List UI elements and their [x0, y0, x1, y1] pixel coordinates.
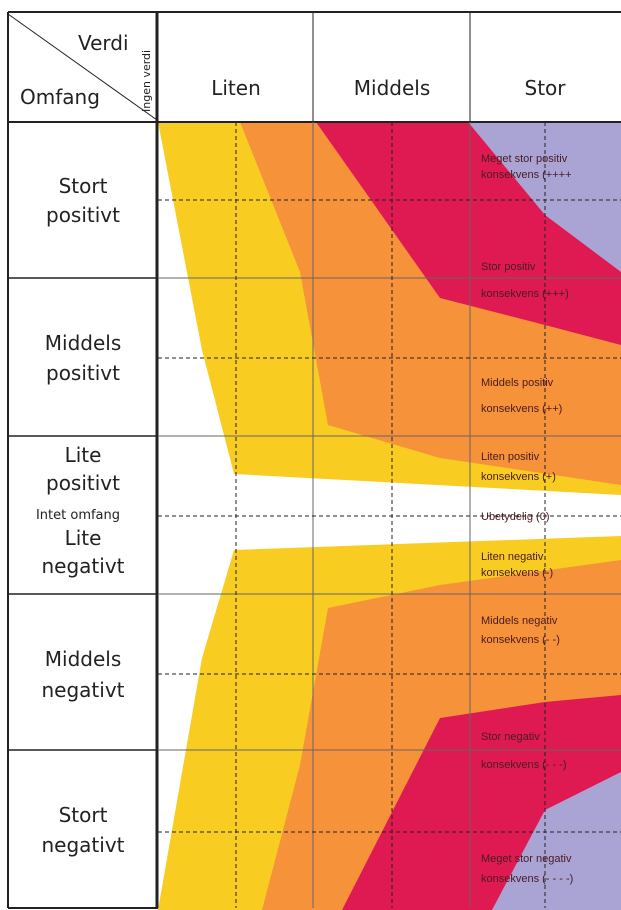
label-meget-stor-negativ-line1: Meget stor negativ [481, 853, 572, 865]
label-meget-stor-positiv-line2: konsekvens (++++ [481, 169, 572, 181]
row-intet-omfang: Intet omfang [36, 508, 120, 523]
row-middels-negativt-line2: negativt [41, 678, 124, 702]
label-liten-negativ-line2: konsekvens (-) [481, 567, 553, 579]
label-stor-negativ-line1: Stor negativ [481, 731, 540, 743]
row-lite-positivt-line2: positivt [46, 471, 120, 495]
column-stor: Stor [525, 76, 567, 100]
label-meget-stor-negativ-line2: konsekvens (- - - -) [481, 873, 573, 885]
consequence-zones [158, 122, 621, 910]
zone-lilac-positive [468, 122, 621, 272]
row-middels-negativt-line1: Middels [45, 647, 121, 671]
row-middels-positivt-line1: Middels [45, 331, 121, 355]
row-stort-positivt-line2: positivt [46, 203, 120, 227]
label-stor-positiv-line1: Stor positiv [481, 261, 536, 273]
row-labels: Stort positivt Middels positivt Lite pos… [36, 174, 125, 857]
row-lite-positivt-line1: Lite [65, 443, 102, 467]
row-stort-negativt-line1: Stort [59, 803, 108, 827]
label-middels-positiv-line1: Middels positiv [481, 377, 554, 389]
column-middels: Middels [354, 76, 430, 100]
label-middels-positiv-line2: konsekvens (++) [481, 403, 562, 415]
row-stort-positivt-line1: Stort [59, 174, 108, 198]
header-omfang: Omfang [20, 85, 100, 109]
row-stort-negativt-line2: negativt [41, 833, 124, 857]
label-liten-negativ-line1: Liten negativ [481, 551, 544, 563]
grid-dashed-lines [158, 122, 621, 908]
label-stor-positiv-line2: konsekvens (+++) [481, 288, 569, 300]
grid-solid-lines [7, 11, 621, 909]
row-lite-negativt-line2: negativt [41, 554, 124, 578]
label-middels-negativ-line2: konsekvens (- -) [481, 634, 560, 646]
row-lite-negativt-line1: Lite [65, 526, 102, 550]
label-ubetydelig: Ubetydelig (0) [481, 511, 549, 523]
grid-gray-lines [158, 122, 621, 908]
label-liten-positiv-line2: konsekvens (+) [481, 471, 556, 483]
row-middels-positivt-line2: positivt [46, 361, 120, 385]
label-middels-negativ-line1: Middels negativ [481, 615, 558, 627]
header: Verdi Omfang Ingen verdi Liten Middels S… [20, 31, 566, 112]
header-verdi: Verdi [78, 31, 129, 55]
label-liten-positiv-line1: Liten positiv [481, 451, 540, 463]
column-liten: Liten [211, 76, 261, 100]
label-stor-negativ-line2: konsekvens (- - -) [481, 759, 567, 771]
consequence-labels: Meget stor positiv konsekvens (++++ Stor… [481, 153, 573, 885]
header-ingen-verdi: Ingen verdi [140, 50, 153, 112]
label-meget-stor-positiv-line1: Meget stor positiv [481, 153, 568, 165]
zone-lilac-negative [492, 772, 621, 910]
